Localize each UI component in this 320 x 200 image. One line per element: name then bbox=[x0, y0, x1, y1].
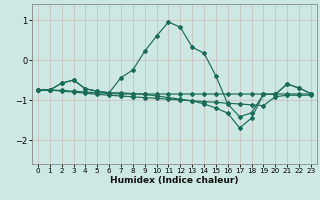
X-axis label: Humidex (Indice chaleur): Humidex (Indice chaleur) bbox=[110, 176, 239, 185]
